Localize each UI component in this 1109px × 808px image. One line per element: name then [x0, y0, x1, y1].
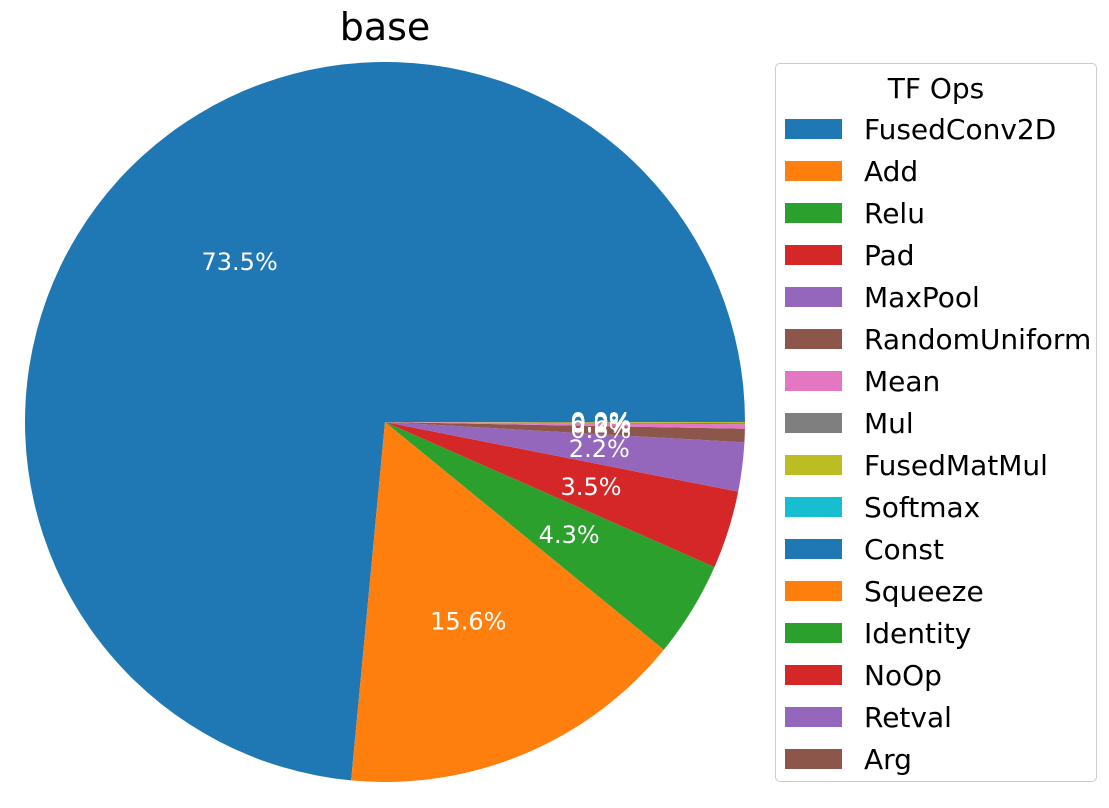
- pie-slice-relu: [385, 422, 715, 650]
- legend-label: NoOp: [864, 658, 942, 692]
- legend-label: Mean: [864, 364, 941, 398]
- legend-swatch: [785, 245, 842, 265]
- percent-label-identity: 0.0%: [571, 408, 632, 436]
- legend-item: Retval: [785, 699, 952, 735]
- pie-slice-fusedconv2d: [24, 61, 745, 781]
- legend-item: Mul: [785, 405, 914, 441]
- pie-slice-maxpool: [385, 422, 745, 492]
- percent-label-fusedmatmul: 0.0%: [571, 408, 632, 436]
- percent-label-noop: 0.0%: [571, 408, 632, 436]
- percent-label-squeeze: 0.0%: [571, 408, 632, 436]
- legend-swatch: [785, 623, 842, 643]
- legend-item: RandomUniform: [785, 321, 1091, 357]
- legend-swatch: [785, 161, 842, 181]
- legend-swatch: [785, 287, 842, 307]
- legend-swatch: [785, 371, 842, 391]
- percent-label-add: 15.6%: [430, 607, 506, 635]
- legend-swatch: [785, 707, 842, 727]
- legend-item: Arg: [785, 741, 912, 777]
- legend-label: Softmax: [864, 490, 981, 524]
- percent-label-fusedconv2d: 73.5%: [202, 248, 278, 276]
- percent-label-maxpool: 2.2%: [569, 435, 630, 463]
- legend-label: RandomUniform: [864, 322, 1092, 356]
- legend-label: MaxPool: [864, 280, 980, 314]
- legend-label: Retval: [864, 700, 952, 734]
- percent-label-randomuniform: 0.6%: [570, 416, 631, 444]
- percent-label-retval: 0.0%: [571, 408, 632, 436]
- pie-slice-mul: [385, 422, 745, 425]
- pie-slice-fusedmatmul: [385, 422, 745, 424]
- legend-title: TF Ops: [887, 72, 985, 105]
- legend-label: Mul: [864, 406, 914, 440]
- legend-swatch: [785, 203, 842, 223]
- legend-item: Squeeze: [785, 573, 984, 609]
- legend-label: Relu: [864, 196, 925, 230]
- pie-slice-add: [351, 422, 664, 782]
- percent-label-pad: 3.5%: [561, 473, 622, 501]
- legend-label: Arg: [864, 742, 912, 776]
- chart-title: base: [340, 5, 431, 49]
- percent-label-mean: 0.2%: [570, 411, 631, 439]
- legend-item: FusedMatMul: [785, 447, 1048, 483]
- legend-label: Add: [864, 154, 919, 188]
- legend-item: NoOp: [785, 657, 942, 693]
- percent-label-arg: 0.0%: [571, 408, 632, 436]
- legend-label: Identity: [864, 616, 972, 650]
- legend-label: Squeeze: [864, 574, 984, 608]
- legend-item: Add: [785, 153, 918, 189]
- percent-label-softmax: 0.0%: [571, 408, 632, 436]
- legend-item: MaxPool: [785, 279, 980, 315]
- pie-slice-pad: [385, 422, 739, 568]
- pie-slices: [24, 61, 745, 782]
- legend-label: Pad: [864, 238, 915, 272]
- legend-swatch: [785, 455, 842, 475]
- legend-label: Const: [864, 532, 944, 566]
- legend-label: FusedMatMul: [864, 448, 1048, 482]
- legend-swatch: [785, 119, 842, 139]
- percent-labels: 73.5%15.6%4.3%3.5%2.2%0.6%0.2%0.0%0.0%0.…: [202, 248, 632, 635]
- pie-slice-mean: [385, 422, 745, 429]
- legend-item: Softmax: [785, 489, 980, 525]
- legend-item: Mean: [785, 363, 940, 399]
- legend-swatch: [785, 413, 842, 433]
- percent-label-const: 0.0%: [571, 408, 632, 436]
- legend-item: FusedConv2D: [785, 111, 1056, 147]
- legend-swatch: [785, 539, 842, 559]
- legend-swatch: [785, 665, 842, 685]
- pie-slice-randomuniform: [385, 422, 745, 443]
- legend-swatch: [785, 329, 842, 349]
- legend-swatch: [785, 581, 842, 601]
- legend-swatch: [785, 749, 842, 769]
- legend-swatch: [785, 497, 842, 517]
- legend-item: Pad: [785, 237, 915, 273]
- legend-item: Const: [785, 531, 944, 567]
- legend-item: Identity: [785, 615, 971, 651]
- legend-item: Relu: [785, 195, 925, 231]
- percent-label-mul: 0.0%: [571, 409, 632, 437]
- legend-label: FusedConv2D: [864, 112, 1057, 146]
- legend: TF Ops FusedConv2D Add Relu Pad MaxPool Rando…: [775, 63, 1097, 782]
- percent-label-relu: 4.3%: [539, 521, 600, 549]
